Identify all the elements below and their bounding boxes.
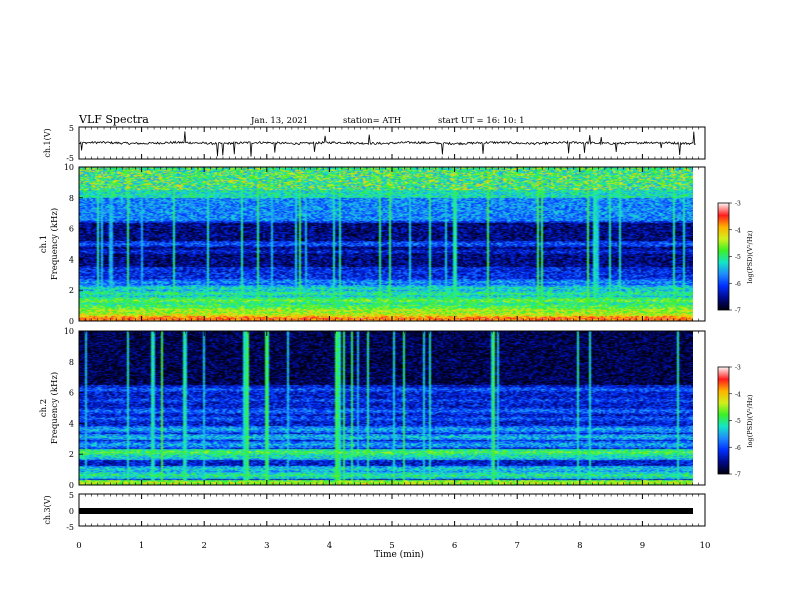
- ch2-cbar-tick-label-1: -6: [735, 445, 741, 452]
- ch2-cbar-tick-label-4: -3: [735, 365, 741, 372]
- time-tick-label-10: 10: [700, 541, 711, 551]
- ch1-ytick-bottom: -5: [66, 154, 74, 163]
- ch1-ytick-label-3: 6: [69, 225, 74, 234]
- ch1-spectrogram-ylabel-channel: ch.1Frequency (kHz): [39, 208, 60, 280]
- ch2-colorbar-label: log(PSD)(V²/Hz): [746, 394, 754, 447]
- ch1-cbar-tick-label-3: -4: [735, 227, 741, 234]
- time-tick-label-9: 9: [640, 541, 645, 551]
- ch2-ytick-label-2: 4: [69, 419, 74, 428]
- ch2-colorbar-gradient: [718, 367, 729, 474]
- ch1-spectrogram-panel: 0 2 4 6 8 10 ch.1Frequency (kHz): [39, 163, 706, 326]
- ch1-waveform-ylabel: ch.1(V): [43, 128, 52, 157]
- ch3-ytick-top: 5: [69, 491, 74, 500]
- ch1-waveform-panel: 5 -5 ch.1(V): [43, 124, 706, 163]
- station-label: station= ATH: [343, 116, 401, 126]
- time-tick-label-5: 5: [389, 541, 394, 551]
- ch2-spectrogram-panel: 0 2 4 6 8 10 ch.2Frequency (kHz): [39, 327, 706, 490]
- ch1-colorbar: -7 -6 -5 -4 -3 log(PSD)(V²/Hz): [717, 201, 754, 315]
- ch1-colorbar-gradient: [718, 203, 729, 310]
- ch1-ytick-label-2: 4: [69, 255, 74, 264]
- ch2-spectrogram-ylabel-channel: ch.2Frequency (kHz): [39, 372, 60, 444]
- time-tick-label-4: 4: [327, 541, 332, 551]
- ch2-cbar-tick-label-0: -7: [735, 472, 741, 479]
- ch2-cbar-tick-label-3: -4: [735, 391, 741, 398]
- ch2-colorbar: -7 -6 -5 -4 -3 log(PSD)(V²/Hz): [717, 365, 754, 479]
- ch1-cbar-tick-label-4: -3: [735, 201, 741, 208]
- ch1-cbar-tick-label-2: -5: [735, 254, 741, 261]
- time-tick-label-2: 2: [201, 541, 206, 551]
- ch3-waveform-panel: 5 0 -5 ch.3(V): [43, 491, 706, 532]
- ch3-waveform-ylabel: ch.3(V): [43, 495, 52, 524]
- ch1-cbar-tick-label-1: -6: [735, 281, 741, 288]
- time-tick-label-8: 8: [577, 541, 582, 551]
- time-tick-label-7: 7: [514, 541, 519, 551]
- time-tick-label-3: 3: [264, 541, 269, 551]
- time-tick-label-6: 6: [452, 541, 457, 551]
- ch1-cbar-tick-label-0: -7: [735, 308, 741, 315]
- ch1-ytick-label-1: 2: [69, 286, 74, 295]
- time-axis-tick-labels: 0 1 2 3 4 5 6 7 8 9 10: [76, 541, 710, 551]
- ch2-ytick-label-1: 2: [69, 450, 74, 459]
- ch2-cbar-tick-label-2: -5: [735, 418, 741, 425]
- ch3-ytick-mid: 0: [69, 507, 74, 516]
- ch1-ytick-label-4: 8: [69, 194, 74, 203]
- time-axis-label: Time (min): [374, 549, 424, 560]
- time-axis-ticks: [78, 127, 706, 526]
- ch1-waveform-line: [78, 131, 696, 157]
- ch2-spectrogram-image: [79, 331, 693, 485]
- ch1-ytick-top: 5: [69, 124, 74, 133]
- ch1-spectrogram-image: [79, 167, 693, 321]
- ch1-ytick-label-5: 10: [64, 163, 74, 172]
- time-tick-label-0: 0: [76, 541, 81, 551]
- ch2-ytick-label-5: 10: [64, 327, 74, 336]
- ch3-ytick-bottom: -5: [66, 523, 74, 532]
- ch3-waveform-trace: [79, 508, 693, 514]
- ch2-ytick-label-0: 0: [69, 481, 74, 490]
- date-label: Jan. 13, 2021: [250, 116, 308, 126]
- ch2-ytick-label-3: 6: [69, 389, 74, 398]
- ch1-colorbar-label: log(PSD)(V²/Hz): [746, 230, 754, 283]
- time-tick-label-1: 1: [139, 541, 144, 551]
- start-time-label: start UT = 16: 10: 1: [438, 116, 525, 126]
- ch1-ytick-label-0: 0: [69, 317, 74, 326]
- figure-title: VLF Spectra: [78, 113, 149, 126]
- ch2-ytick-label-4: 8: [69, 358, 74, 367]
